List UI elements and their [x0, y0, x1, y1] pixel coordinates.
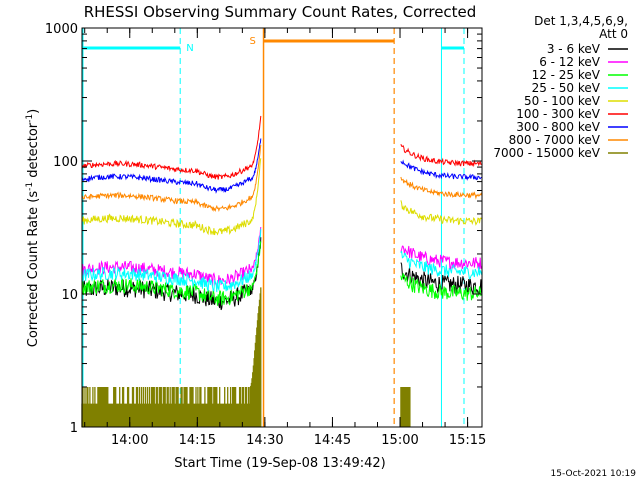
x-tick-label: 15:00	[381, 433, 418, 448]
legend-label: 300 - 800 keV	[516, 120, 600, 134]
x-axis-label: Start Time (19-Sep-08 13:49:42)	[174, 456, 385, 471]
footer-timestamp: 15-Oct-2021 10:19	[551, 469, 637, 479]
x-tick-label: 15:15	[449, 433, 486, 448]
legend-label: 50 - 100 keV	[524, 94, 601, 108]
y-axis-label-sup: -1	[25, 182, 35, 191]
y-tick-label: 100	[53, 155, 78, 170]
legend-label: 25 - 50 keV	[532, 81, 601, 95]
x-tick-label: 14:30	[246, 433, 283, 448]
flag-label-night: N	[186, 43, 193, 54]
legend-label: 7000 - 15000 keV	[493, 146, 600, 160]
series-line-after	[400, 273, 482, 301]
series-line-before	[81, 158, 262, 236]
y-axis-label-sup2: -1	[25, 114, 35, 123]
y-axis-label-main: Corrected Count Rate (s	[26, 191, 41, 348]
x-tick-label: 14:45	[314, 433, 351, 448]
x-tick-label: 14:00	[111, 433, 148, 448]
series-line-before	[81, 145, 262, 213]
y-axis-label-mid: detector	[26, 122, 41, 182]
y-tick-label: 1	[70, 421, 78, 436]
series-line-before	[81, 138, 262, 194]
series-line-before	[81, 237, 262, 311]
series-line-after	[400, 245, 483, 270]
y-tick-label: 1000	[45, 22, 78, 37]
chart-title: RHESSI Observing Summary Count Rates, Co…	[84, 3, 477, 21]
series-line-before	[81, 241, 262, 306]
series-line-before	[81, 115, 262, 180]
series-line-after	[400, 250, 483, 280]
legend-header-detectors: Det 1,3,4,5,6,9,	[534, 14, 628, 28]
legend-label: 12 - 25 keV	[532, 68, 601, 82]
y-tick-label: 10	[61, 288, 78, 303]
y-axis-label-end: )	[26, 109, 41, 114]
legend-header-attenuator: Att 0	[599, 27, 628, 41]
legend-label: 100 - 300 keV	[516, 107, 600, 121]
plot-frame	[81, 27, 483, 428]
series-line-after	[400, 200, 482, 226]
x-axis: 14:00 14:15 14:30 14:45 15:00 15:15	[84, 28, 486, 448]
legend-label: 6 - 12 keV	[539, 55, 601, 69]
series-line-after	[400, 176, 483, 200]
series-line-after	[400, 159, 482, 181]
legend-label: 3 - 6 keV	[547, 42, 601, 56]
y-axis-label: Corrected Count Rate (s-1 detector-1)	[25, 109, 41, 347]
series-line-after	[400, 144, 482, 168]
series-line-before	[81, 228, 262, 293]
flag-label-saa: S	[250, 36, 256, 47]
series-spikes-7000-15000	[81, 287, 411, 427]
legend-label: 800 - 7000 keV	[509, 133, 601, 147]
plot-area: NS	[81, 28, 483, 427]
x-tick-label: 14:15	[179, 433, 216, 448]
